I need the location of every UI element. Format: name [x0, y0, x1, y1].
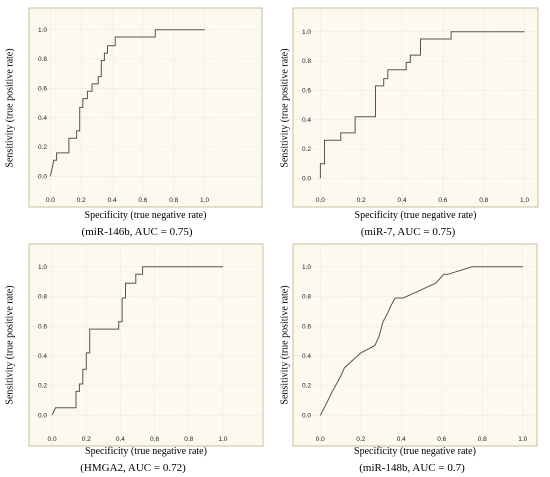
x-tick-label: 0.8 — [479, 197, 488, 204]
y-axis-label: Sensitivity (true positive rate) — [4, 285, 16, 405]
roc-chart-svg: 0.0 0.0 0.2 0.2 0.4 0.4 0.6 0.6 0.8 0.8 1.0 1.0 — [292, 243, 538, 447]
roc-chart-svg: 0.0 0.0 0.2 0.2 0.4 0.4 0.6 0.6 0.8 0.8 1.0 1.0 — [28, 7, 263, 208]
x-tick-label: 1.0 — [218, 436, 227, 443]
y-tick-label: 0.4 — [38, 353, 47, 360]
x-tick-label: 0.2 — [356, 436, 365, 443]
x-tick-label: 0.0 — [316, 197, 325, 204]
roc-chart-svg: 0.0 0.0 0.2 0.2 0.4 0.4 0.6 0.6 0.8 0.8 1.0 1.0 — [292, 7, 539, 208]
x-tick-label: 0.0 — [316, 436, 325, 443]
x-tick-label: 0.6 — [438, 197, 447, 204]
y-tick-label: 0.8 — [38, 294, 47, 301]
chart-caption: (miR-7, AUC = 0.75) — [360, 226, 456, 238]
x-tick-label: 0.2 — [82, 436, 91, 443]
plot-area — [28, 7, 263, 208]
y-tick-label: 0.8 — [302, 294, 311, 301]
x-tick-label: 0.8 — [184, 436, 193, 443]
y-tick-label: 0.2 — [302, 383, 311, 390]
plot-area — [292, 7, 539, 208]
roc-curve — [319, 266, 523, 416]
y-tick-label: 0.8 — [38, 56, 47, 63]
roc-panel-mir7: 0.0 0.0 0.2 0.2 0.4 0.4 0.6 0.6 0.8 0.8 1.0 1.0 Sens… — [275, 0, 550, 240]
y-tick-label: 0.6 — [38, 86, 47, 93]
y-tick-label: 0.2 — [38, 383, 47, 390]
roc-curve — [49, 29, 205, 177]
y-tick-label: 0.0 — [38, 412, 47, 419]
plot-area — [292, 243, 538, 447]
x-tick-label: 0.2 — [357, 197, 366, 204]
y-tick-label: 1.0 — [38, 27, 47, 34]
roc-panel-mir148b: 0.0 0.0 0.2 0.2 0.4 0.4 0.6 0.6 0.8 0.8 1.0 1.0 Sens… — [275, 240, 550, 477]
roc-curve — [51, 266, 223, 416]
y-axis-label: Sensitivity (true positive rate) — [279, 285, 291, 405]
x-tick-label: 0.6 — [437, 436, 446, 443]
x-tick-label: 0.2 — [77, 197, 86, 204]
chart-caption: (miR-146b, AUC = 0.75) — [81, 226, 193, 238]
y-tick-label: 1.0 — [38, 264, 47, 271]
y-tick-label: 0.2 — [38, 144, 47, 151]
y-tick-label: 0.6 — [38, 323, 47, 330]
x-tick-label: 0.4 — [398, 197, 407, 204]
roc-curve — [319, 31, 525, 179]
y-tick-label: 0.8 — [302, 58, 311, 65]
x-tick-label: 0.0 — [46, 197, 55, 204]
x-tick-label: 0.4 — [108, 197, 117, 204]
x-tick-label: 1.0 — [520, 197, 529, 204]
y-tick-label: 0.4 — [302, 117, 311, 124]
y-axis-label: Sensitivity (true positive rate) — [279, 47, 291, 168]
y-tick-label: 0.2 — [302, 146, 311, 153]
x-tick-label: 0.4 — [116, 436, 125, 443]
x-axis-label: Specificity (true negative rate) — [354, 210, 477, 221]
y-tick-label: 0.0 — [302, 176, 311, 183]
x-tick-label: 0.8 — [478, 436, 487, 443]
chart-caption: (HMGA2, AUC = 0.72) — [80, 462, 186, 474]
x-tick-label: 0.8 — [169, 197, 178, 204]
y-tick-label: 0.6 — [302, 88, 311, 95]
x-tick-label: 1.0 — [518, 436, 527, 443]
roc-chart-svg: 0.0 0.0 0.2 0.2 0.4 0.4 0.6 0.6 0.8 0.8 1.0 1.0 — [28, 243, 264, 447]
x-tick-label: 0.6 — [150, 436, 159, 443]
x-tick-label: 0.4 — [397, 436, 406, 443]
y-tick-label: 0.4 — [38, 115, 47, 122]
x-tick-label: 0.6 — [138, 197, 147, 204]
y-tick-label: 0.0 — [302, 412, 311, 419]
plot-area — [28, 243, 264, 447]
x-tick-label: 0.0 — [48, 436, 57, 443]
y-tick-label: 0.4 — [302, 353, 311, 360]
x-axis-label: Specificity (true negative rate) — [354, 446, 476, 457]
x-axis-label: Specificity (true negative rate) — [84, 210, 207, 221]
roc-panel-hmga2: 0.0 0.0 0.2 0.2 0.4 0.4 0.6 0.6 0.8 0.8 1.0 1.0 Sens… — [0, 240, 275, 477]
x-tick-label: 1.0 — [200, 197, 209, 204]
y-tick-label: 0.0 — [38, 174, 47, 181]
y-tick-label: 1.0 — [302, 264, 311, 271]
x-axis-label: Specificity (true negative rate) — [85, 446, 207, 457]
roc-panel-mir146b: 0.0 0.0 0.2 0.2 0.4 0.4 0.6 0.6 0.8 0.8 1.0 1.0 Sens… — [0, 0, 275, 240]
y-tick-label: 0.6 — [302, 323, 311, 330]
y-tick-label: 1.0 — [302, 29, 311, 36]
y-axis-label: Sensitivity (true positive rate) — [4, 47, 16, 168]
chart-caption: (miR-148b, AUC = 0.7) — [359, 462, 465, 474]
